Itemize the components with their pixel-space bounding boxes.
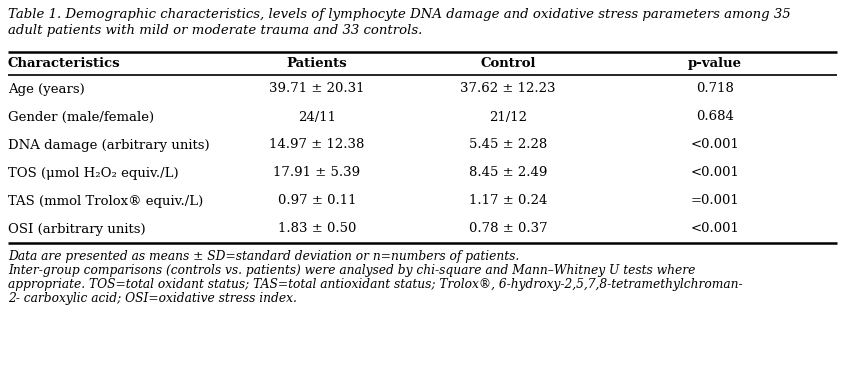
Text: 5.45 ± 2.28: 5.45 ± 2.28: [468, 138, 546, 152]
Text: Patients: Patients: [286, 57, 347, 70]
Text: Table 1. Demographic characteristics, levels of lymphocyte DNA damage and oxidat: Table 1. Demographic characteristics, le…: [8, 8, 790, 21]
Text: Data are presented as means ± SD=standard deviation or n=numbers of patients.: Data are presented as means ± SD=standar…: [8, 250, 518, 263]
Text: TOS (μmol H₂O₂ equiv./L): TOS (μmol H₂O₂ equiv./L): [8, 166, 178, 180]
Text: 37.62 ± 12.23: 37.62 ± 12.23: [460, 82, 555, 96]
Text: DNA damage (arbitrary units): DNA damage (arbitrary units): [8, 138, 209, 152]
Text: appropriate. TOS=total oxidant status; TAS=total antioxidant status; Trolox®, 6-: appropriate. TOS=total oxidant status; T…: [8, 278, 742, 291]
Text: 1.83 ± 0.50: 1.83 ± 0.50: [278, 223, 356, 236]
Text: adult patients with mild or moderate trauma and 33 controls.: adult patients with mild or moderate tra…: [8, 24, 422, 37]
Text: 2- carboxylic acid; OSI=oxidative stress index.: 2- carboxylic acid; OSI=oxidative stress…: [8, 292, 296, 305]
Text: 0.718: 0.718: [695, 82, 733, 96]
Text: Inter-group comparisons (controls vs. patients) were analysed by chi-square and : Inter-group comparisons (controls vs. pa…: [8, 264, 695, 277]
Text: 0.78 ± 0.37: 0.78 ± 0.37: [468, 223, 547, 236]
Text: <0.001: <0.001: [690, 166, 738, 180]
Text: OSI (arbitrary units): OSI (arbitrary units): [8, 223, 145, 236]
Text: 39.71 ± 20.31: 39.71 ± 20.31: [269, 82, 365, 96]
Text: Control: Control: [479, 57, 535, 70]
Text: 8.45 ± 2.49: 8.45 ± 2.49: [468, 166, 547, 180]
Text: Age (years): Age (years): [8, 82, 84, 96]
Text: =0.001: =0.001: [690, 195, 738, 208]
Text: 0.684: 0.684: [695, 110, 733, 124]
Text: 0.97 ± 0.11: 0.97 ± 0.11: [278, 195, 356, 208]
Text: TAS (mmol Trolox® equiv./L): TAS (mmol Trolox® equiv./L): [8, 195, 203, 208]
Text: <0.001: <0.001: [690, 223, 738, 236]
Text: 21/12: 21/12: [489, 110, 527, 124]
Text: 24/11: 24/11: [298, 110, 336, 124]
Text: 17.91 ± 5.39: 17.91 ± 5.39: [273, 166, 360, 180]
Text: <0.001: <0.001: [690, 138, 738, 152]
Text: p-value: p-value: [687, 57, 741, 70]
Text: Characteristics: Characteristics: [8, 57, 121, 70]
Text: 1.17 ± 0.24: 1.17 ± 0.24: [468, 195, 547, 208]
Text: 14.97 ± 12.38: 14.97 ± 12.38: [269, 138, 365, 152]
Text: Gender (male/female): Gender (male/female): [8, 110, 154, 124]
